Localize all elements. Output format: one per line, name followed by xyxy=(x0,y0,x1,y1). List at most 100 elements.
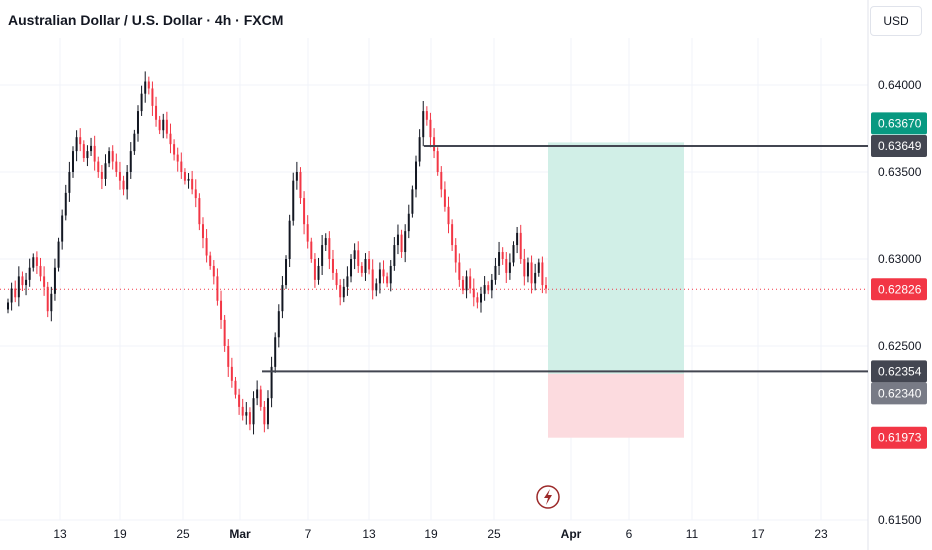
candle-body xyxy=(209,255,212,266)
currency-button[interactable]: USD xyxy=(870,6,922,36)
candle-body xyxy=(480,293,483,303)
last-price-badge: 0.62826 xyxy=(871,278,927,301)
candle-body xyxy=(498,252,501,266)
badge-text: 0.61973 xyxy=(878,431,922,445)
horizontal-levels xyxy=(262,145,868,373)
candle-body xyxy=(342,286,345,298)
candle-body xyxy=(545,285,547,289)
x-tick-label: 7 xyxy=(305,527,312,541)
candle-body xyxy=(389,265,392,284)
position-zones xyxy=(548,142,684,438)
candle-body xyxy=(32,257,35,268)
candle-body xyxy=(299,171,302,199)
candle-body xyxy=(259,389,262,407)
candle-body xyxy=(404,231,407,253)
candle-body xyxy=(371,269,374,291)
candle-body xyxy=(43,276,46,287)
candle-body xyxy=(350,258,353,277)
candle-body xyxy=(256,389,259,399)
candle-body xyxy=(263,406,266,425)
candle-body xyxy=(436,151,439,172)
entry-price-badge: 0.62340 xyxy=(871,382,927,405)
candle-body xyxy=(422,111,425,138)
candle-body xyxy=(523,258,526,277)
candle-body xyxy=(447,206,450,225)
candle-body xyxy=(118,171,121,181)
candle-body xyxy=(86,151,89,159)
candle-body xyxy=(483,285,486,294)
candle-body xyxy=(295,171,298,181)
candle-body xyxy=(317,265,320,280)
candle-body xyxy=(39,265,42,277)
candle-body xyxy=(411,189,414,214)
candle-body xyxy=(490,279,493,291)
badge-text: 0.62826 xyxy=(878,282,922,296)
candle-body xyxy=(443,189,446,207)
candle-body xyxy=(53,267,56,294)
candle-body xyxy=(35,257,38,266)
candle-body xyxy=(339,285,342,298)
badge-text: 0.62354 xyxy=(878,364,922,378)
candle-body xyxy=(465,276,468,291)
badge-bg xyxy=(871,135,927,158)
candle-body xyxy=(64,192,67,216)
candle-body xyxy=(100,171,103,179)
candle-body xyxy=(274,337,277,367)
candle-body xyxy=(285,258,288,286)
candle-body xyxy=(82,144,85,159)
candle-body xyxy=(61,215,64,242)
candle-body xyxy=(321,245,324,266)
candle-body xyxy=(122,180,125,190)
candle-body xyxy=(7,302,9,310)
candle-body xyxy=(198,198,201,225)
candle-body xyxy=(407,213,410,232)
candle-body xyxy=(519,232,522,259)
candle-body xyxy=(382,269,385,277)
candle-body xyxy=(281,285,284,312)
candle-body xyxy=(194,189,197,199)
candle-body xyxy=(205,238,208,256)
candle-body xyxy=(71,151,74,172)
y-tick-label: 0.62500 xyxy=(878,339,922,353)
candle-body xyxy=(494,265,497,280)
candle-body xyxy=(530,262,533,284)
candle-body xyxy=(508,262,511,273)
target-zone xyxy=(548,142,684,374)
x-tick-label: Apr xyxy=(561,527,582,541)
candle-body xyxy=(180,161,183,172)
badge-text: 0.63649 xyxy=(878,139,922,153)
candle-body xyxy=(526,262,529,277)
flash-icon[interactable] xyxy=(536,485,560,509)
candle-body xyxy=(469,276,472,289)
y-tick-label: 0.63000 xyxy=(878,252,922,266)
candle-body xyxy=(310,241,313,259)
candle-body xyxy=(216,276,219,301)
candle-body xyxy=(534,272,537,284)
y-tick-label: 0.61500 xyxy=(878,513,922,527)
candle-body xyxy=(472,288,475,298)
candle-body xyxy=(306,224,309,242)
candle-body xyxy=(223,319,226,346)
x-tick-label: 13 xyxy=(362,527,376,541)
candle-body xyxy=(93,145,96,162)
candle-body xyxy=(28,267,31,280)
candle-body xyxy=(115,161,118,172)
candle-body xyxy=(400,234,403,253)
candle-body xyxy=(396,234,399,246)
candle-body xyxy=(505,258,508,273)
candle-body xyxy=(537,262,540,273)
badge-bg xyxy=(871,360,927,383)
candle-body xyxy=(487,285,490,291)
candle-body xyxy=(17,276,20,298)
chart-title: Australian Dollar / U.S. Dollar · 4h · F… xyxy=(8,12,284,28)
candle-body xyxy=(176,154,179,162)
candle-body xyxy=(46,286,49,312)
candle-body xyxy=(75,137,78,152)
candle-body xyxy=(335,272,338,286)
candle-body xyxy=(155,105,158,120)
candle-body xyxy=(303,198,306,225)
x-tick-label: 19 xyxy=(113,527,127,541)
candle-body xyxy=(386,276,389,284)
candle-body xyxy=(270,366,273,399)
